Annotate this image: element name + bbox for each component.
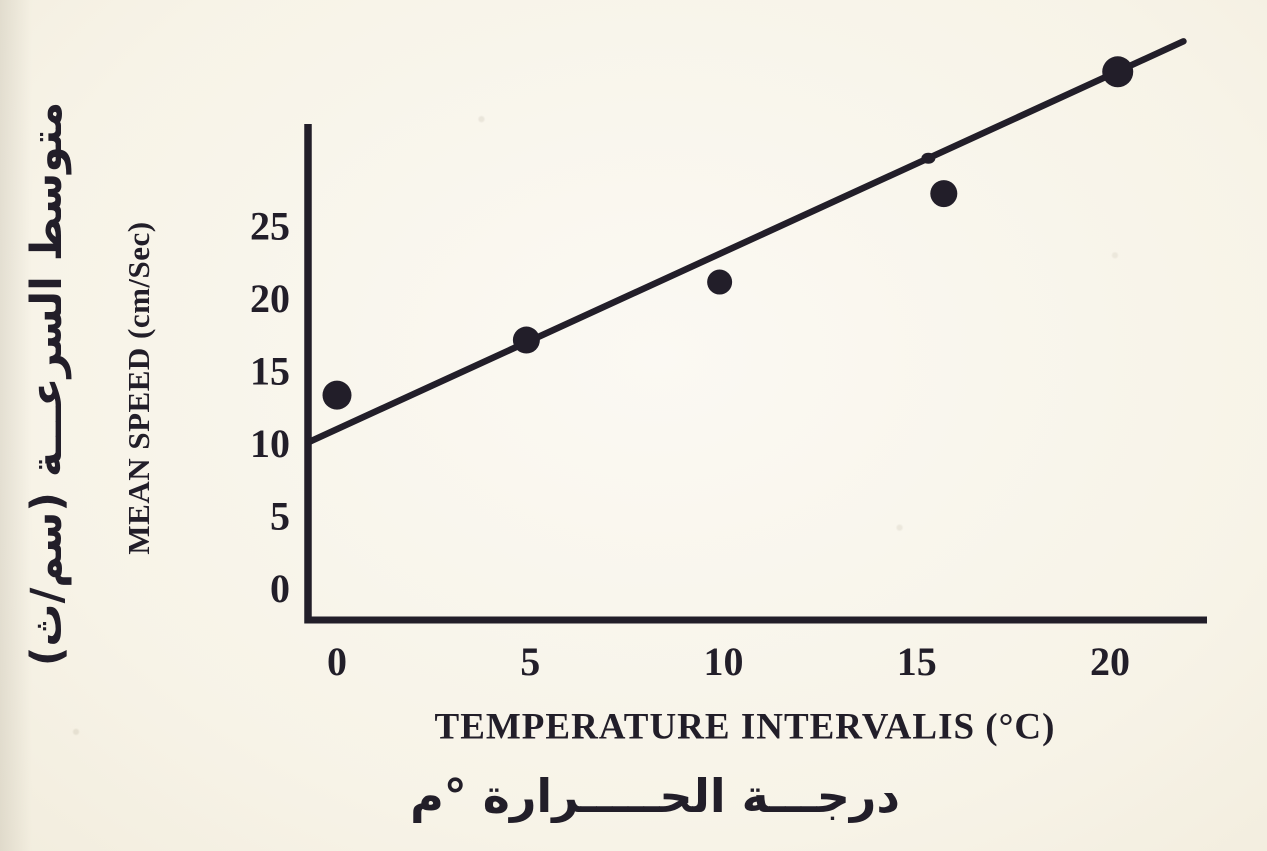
y-tick-label: 15 (250, 349, 290, 394)
y-axis-title-arabic: متوسط السرعـــة (سم/ث) (22, 101, 72, 667)
y-tick-labels: 0 5 10 15 20 25 (250, 204, 290, 612)
regression-line (306, 38, 1187, 445)
y-axis-title-english: MEAN SPEED (cm/Sec) (121, 221, 156, 555)
y-tick-label: 0 (270, 566, 290, 611)
data-point (1102, 56, 1134, 88)
x-tick-label: 20 (1090, 639, 1130, 684)
x-tick-label: 0 (327, 639, 347, 684)
y-tick-label: 5 (270, 494, 290, 539)
y-tick-label: 20 (250, 276, 290, 321)
data-point (707, 269, 733, 295)
x-tick-label: 5 (520, 639, 540, 684)
x-tick-label: 15 (897, 639, 937, 684)
y-tick-label: 25 (250, 204, 290, 249)
data-point (512, 326, 540, 354)
data-points (322, 56, 1134, 410)
x-axis-title-english: TEMPERATURE INTERVALIS (°C) (434, 706, 1056, 748)
x-axis-title-arabic: درجـــة الحـــــرارة °م (410, 769, 900, 823)
x-tick-label: 10 (704, 639, 744, 684)
ink-blemish (921, 152, 936, 164)
data-point (930, 180, 958, 208)
y-tick-label: 10 (250, 421, 290, 466)
data-point (322, 380, 352, 410)
x-tick-labels: 0 5 10 15 20 (327, 639, 1130, 684)
